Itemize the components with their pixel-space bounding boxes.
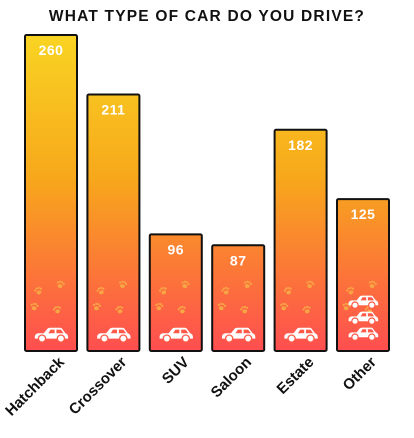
category-label: Other xyxy=(340,354,380,394)
bar xyxy=(211,244,266,352)
data-label: 96 xyxy=(168,241,185,257)
bar-group: 96 SUV xyxy=(148,233,203,388)
data-label: 125 xyxy=(351,206,376,222)
bar-group: 260 Hatchback xyxy=(2,34,78,419)
bar xyxy=(24,34,78,352)
data-label: 87 xyxy=(230,252,247,268)
bar xyxy=(148,233,203,352)
bar-group: 87 Saloon xyxy=(208,244,266,401)
data-label: 211 xyxy=(101,102,125,118)
data-label: 260 xyxy=(39,42,64,58)
category-label: Estate xyxy=(274,354,318,398)
chart-title: WHAT TYPE OF CAR DO YOU DRIVE? xyxy=(48,8,366,25)
bar-group: 182 Estate xyxy=(273,128,328,398)
data-label: 182 xyxy=(288,137,313,153)
category-label: Saloon xyxy=(208,354,255,401)
bar xyxy=(86,93,141,353)
category-label: SUV xyxy=(159,354,193,388)
bar xyxy=(336,198,390,352)
bar xyxy=(273,128,328,352)
category-label: Hatchback xyxy=(2,353,68,419)
bar-group: 125 Other xyxy=(336,198,390,394)
category-label: Crossover xyxy=(66,354,131,419)
